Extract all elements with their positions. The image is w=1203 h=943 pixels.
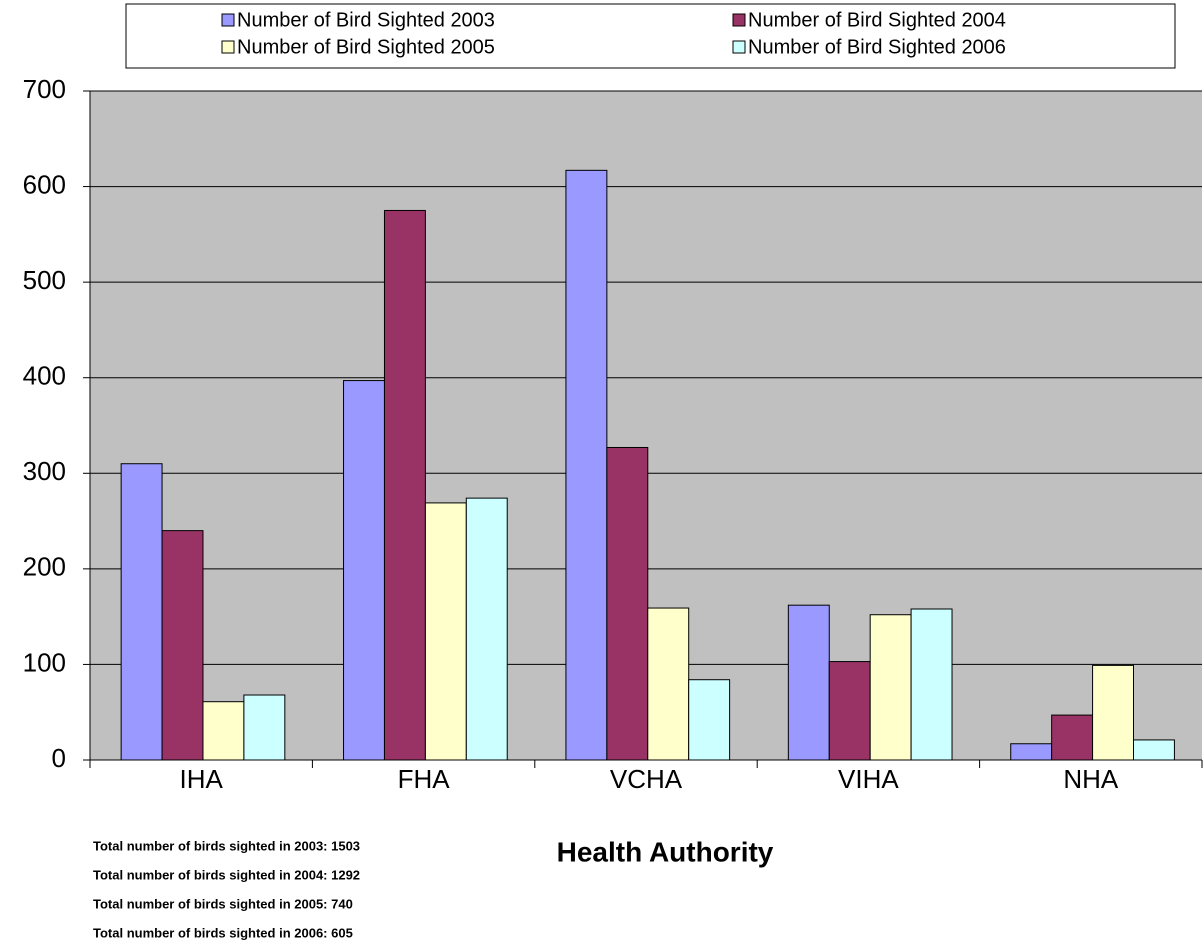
x-tick-label: IHA bbox=[180, 764, 224, 794]
bar bbox=[606, 446, 649, 761]
legend-label: Number of Bird Sighted 2004 bbox=[748, 9, 1006, 31]
bar bbox=[565, 169, 608, 761]
annotation: Total number of birds sighted in 2004: 1… bbox=[93, 867, 360, 882]
bar bbox=[343, 380, 385, 761]
x-tick-label: FHA bbox=[398, 764, 451, 794]
annotation: Total number of birds sighted in 2003: 1… bbox=[93, 838, 360, 853]
y-tick-label: 400 bbox=[23, 361, 66, 391]
bar bbox=[465, 497, 508, 761]
bar bbox=[424, 502, 467, 761]
legend-swatch bbox=[221, 40, 235, 54]
x-axis-title: Health Authority bbox=[557, 836, 774, 867]
bar bbox=[202, 701, 245, 761]
bar bbox=[688, 679, 731, 761]
bar bbox=[1051, 714, 1094, 761]
y-tick-label: 700 bbox=[23, 74, 66, 104]
bar bbox=[383, 209, 426, 761]
bar bbox=[647, 607, 690, 761]
legend-swatch bbox=[732, 13, 746, 27]
x-tick-label: VCHA bbox=[610, 764, 683, 794]
bar bbox=[828, 661, 871, 761]
x-tick-label: VIHA bbox=[838, 764, 899, 794]
bar bbox=[1092, 664, 1135, 761]
legend-label: Number of Bird Sighted 2006 bbox=[748, 36, 1006, 58]
bar bbox=[1133, 739, 1175, 761]
legend-swatch bbox=[221, 13, 235, 27]
legend-label: Number of Bird Sighted 2003 bbox=[237, 9, 495, 31]
y-tick-label: 0 bbox=[52, 743, 66, 773]
legend-label: Number of Bird Sighted 2005 bbox=[237, 36, 495, 58]
y-tick-label: 500 bbox=[23, 265, 66, 295]
bar bbox=[787, 604, 830, 761]
bar bbox=[1010, 743, 1053, 761]
annotation: Total number of birds sighted in 2005: 7… bbox=[93, 896, 353, 911]
y-tick-label: 200 bbox=[23, 552, 66, 582]
legend-swatch bbox=[732, 40, 746, 54]
bar bbox=[243, 694, 286, 761]
annotation: Total number of birds sighted in 2006: 6… bbox=[93, 925, 353, 940]
bar bbox=[910, 608, 953, 761]
legend-box bbox=[125, 3, 1176, 69]
bar bbox=[161, 530, 204, 761]
bar bbox=[869, 614, 912, 761]
y-tick-label: 600 bbox=[23, 169, 66, 199]
bar bbox=[120, 463, 163, 761]
x-tick-label: NHA bbox=[1063, 764, 1119, 794]
y-tick-label: 100 bbox=[23, 647, 66, 677]
y-tick-label: 300 bbox=[23, 456, 66, 486]
